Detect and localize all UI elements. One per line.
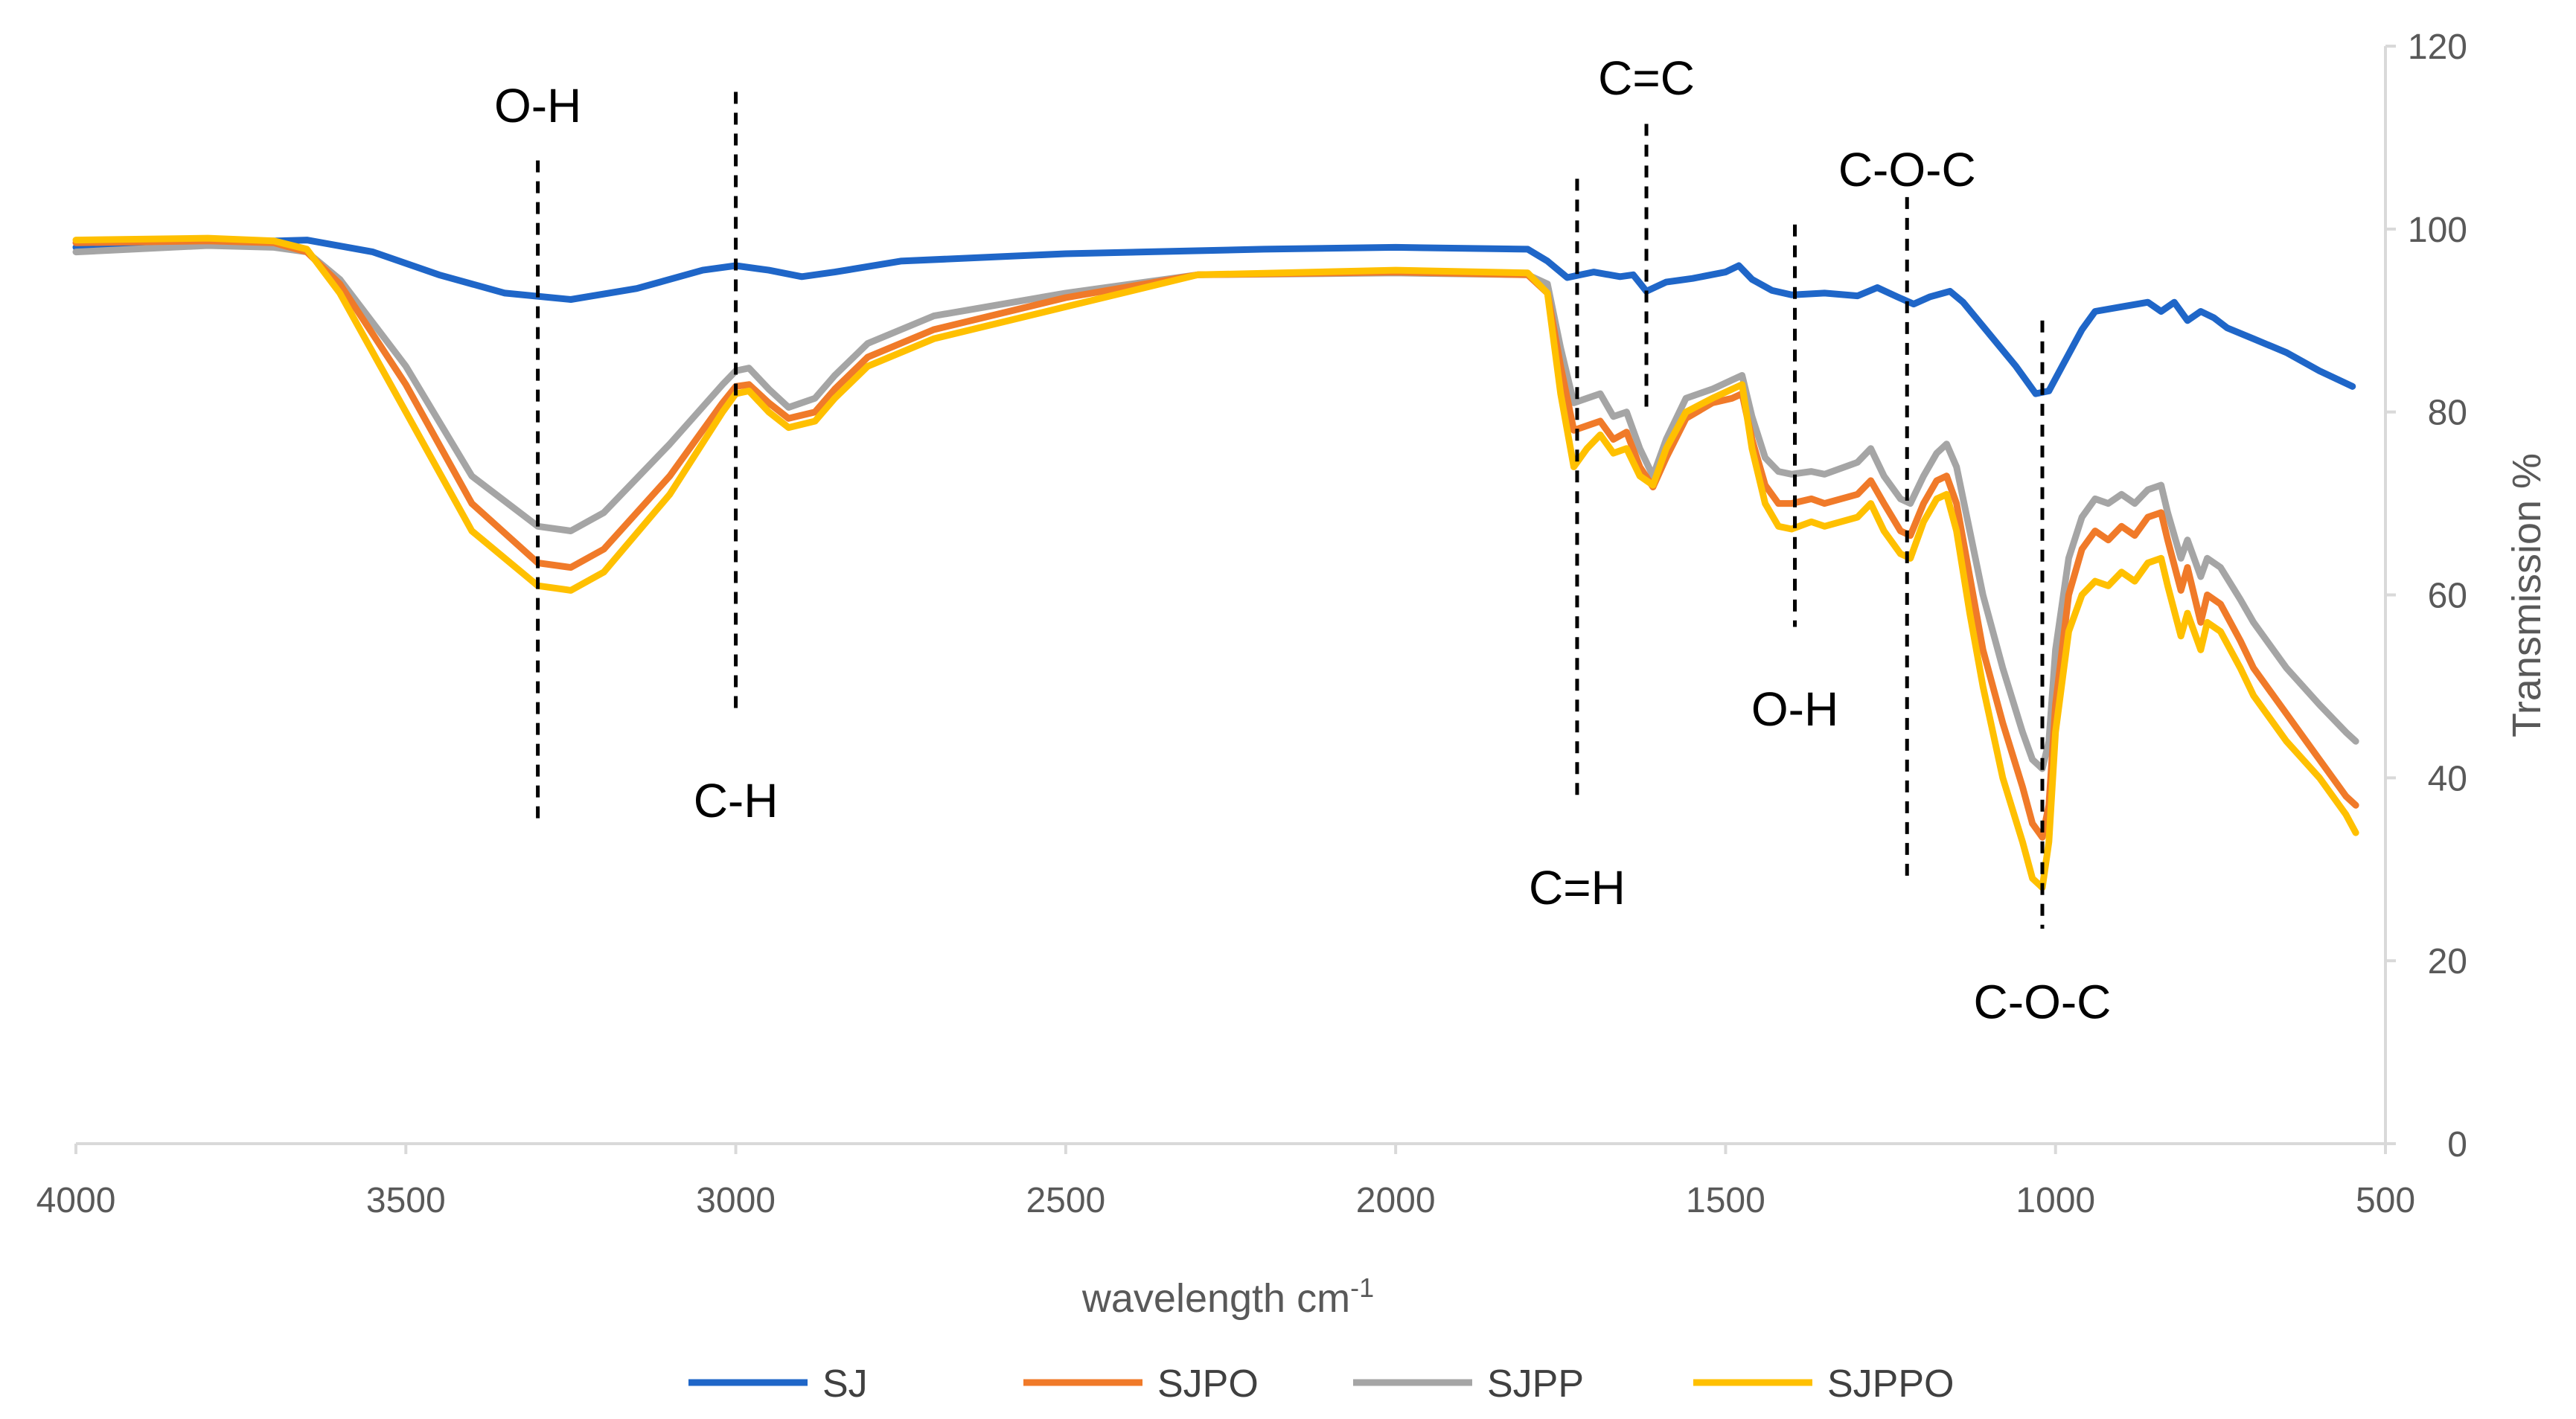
band-marker-label: C-H xyxy=(694,774,779,827)
y-tick-label: 0 xyxy=(2447,1125,2467,1165)
band-markers: O-H C-H C=H C=C O-H C-O-C C-O-C xyxy=(494,51,2111,1028)
legend: SJ SJPO SJPP SJPPO xyxy=(688,1362,1955,1406)
band-marker-label: C-O-C xyxy=(1974,975,2112,1028)
legend-label-sjppo: SJPPO xyxy=(1827,1362,1955,1406)
y-tick-label: 60 xyxy=(2428,577,2467,616)
x-tick-label: 3500 xyxy=(366,1181,446,1220)
x-axis-title-text: wavelength cm xyxy=(1081,1276,1350,1321)
y-tick-label: 20 xyxy=(2428,942,2467,981)
y-axis-title: Transmission % xyxy=(2505,453,2549,737)
band-marker-label: C=C xyxy=(1598,51,1695,105)
band-marker-label: O-H xyxy=(494,79,581,132)
y-tick-label: 100 xyxy=(2408,211,2467,250)
x-tick-label: 500 xyxy=(2356,1181,2415,1220)
legend-label-sjpo: SJPO xyxy=(1157,1362,1259,1406)
x-tick-label: 3000 xyxy=(696,1181,776,1220)
band-marker-label: O-H xyxy=(1751,682,1838,736)
x-axis-title: wavelength cm-1 xyxy=(1081,1272,1374,1321)
series-group xyxy=(72,234,2359,891)
series-line-sj xyxy=(72,237,2356,397)
x-tick-label: 4000 xyxy=(36,1181,116,1220)
band-marker-label: C=H xyxy=(1529,861,1626,914)
band-marker-label: C-O-C xyxy=(1838,143,1976,196)
y-tick-label: 120 xyxy=(2408,28,2467,67)
x-ticks: 4000 3500 3000 2500 2000 1500 1000 500 xyxy=(36,1144,2415,1220)
x-tick-label: 2500 xyxy=(1026,1181,1105,1220)
y-ticks: 0 20 40 60 80 100 120 xyxy=(2385,28,2467,1165)
x-tick-label: 1000 xyxy=(2016,1181,2095,1220)
y-tick-label: 80 xyxy=(2428,394,2467,433)
series-line-sjppo xyxy=(72,234,2359,891)
x-tick-label: 1500 xyxy=(1686,1181,1765,1220)
legend-label-sj: SJ xyxy=(822,1362,868,1406)
y-tick-label: 40 xyxy=(2428,759,2467,798)
x-axis-title-superscript: -1 xyxy=(1350,1272,1374,1303)
legend-label-sjpp: SJPP xyxy=(1487,1362,1584,1406)
series-line-sjpo xyxy=(72,237,2359,841)
series-line-sjpp xyxy=(72,242,2359,772)
x-tick-label: 2000 xyxy=(1356,1181,1436,1220)
